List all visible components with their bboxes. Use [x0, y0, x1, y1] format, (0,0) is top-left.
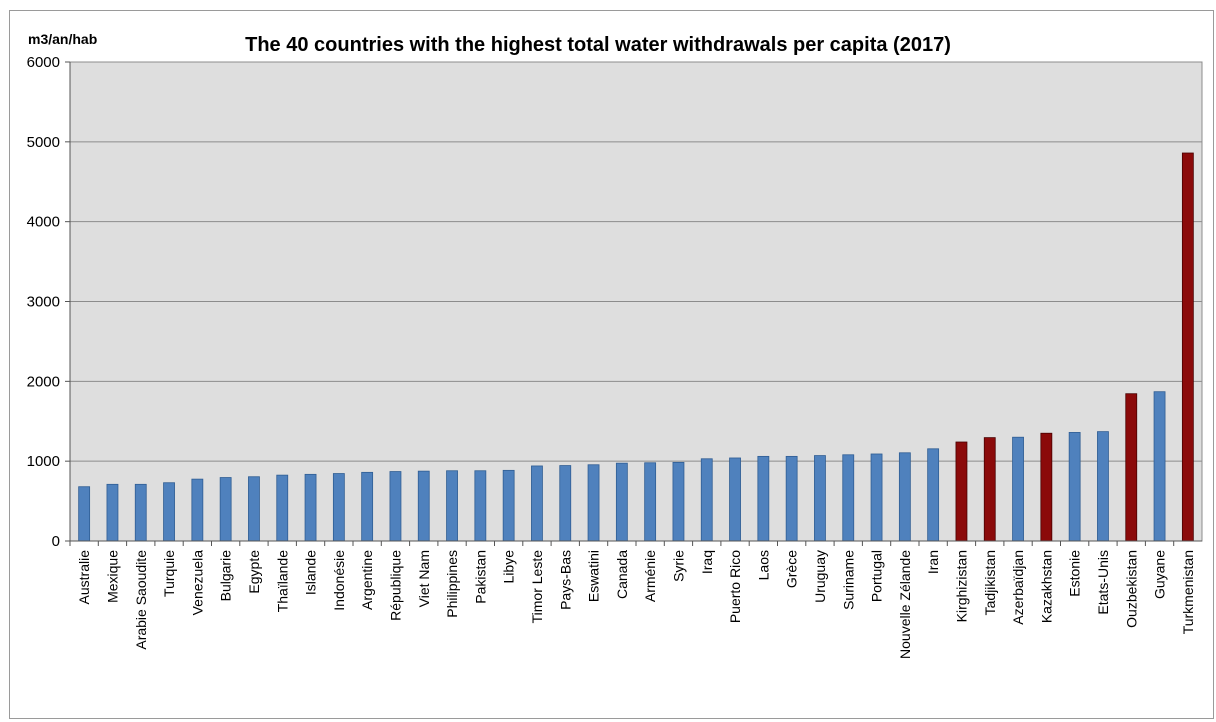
- bar: [417, 470, 430, 542]
- bar: [842, 454, 855, 542]
- bar-chart: m3/an/hab The 40 countries with the high…: [27, 31, 1203, 659]
- bar: [78, 486, 91, 542]
- bar: [163, 482, 175, 542]
- x-tick-label: Egypte: [246, 550, 262, 594]
- bar: [814, 455, 826, 542]
- bar: [927, 448, 940, 542]
- x-tick-label: Kazakhstan: [1038, 550, 1054, 623]
- y-tick-label: 1000: [27, 453, 60, 470]
- bar: [672, 461, 685, 542]
- y-axis-unit-label: m3/an/hab: [28, 31, 97, 47]
- x-tick-label: Nouvelle Zélande: [897, 550, 913, 659]
- x-tick-label: Pakistan: [472, 550, 488, 604]
- x-tick-label: Timor Leste: [529, 550, 545, 624]
- x-tick-label: Azerbaïdjan: [1010, 550, 1026, 625]
- bar: [615, 462, 628, 542]
- x-tick-label: Guyane: [1152, 550, 1168, 599]
- x-tick-label: Iran: [925, 550, 941, 574]
- x-tick-label: Thaïlande: [274, 550, 290, 612]
- bar: [1097, 431, 1109, 542]
- x-tick-label: Kirghizistan: [953, 550, 969, 622]
- bar: [191, 478, 204, 542]
- x-tick-label: Puerto Rico: [727, 550, 743, 623]
- x-tick-label: Arménie: [642, 550, 658, 602]
- x-tick-label: Turkmenistan: [1180, 550, 1196, 634]
- x-tick-label: Syrie: [670, 550, 686, 582]
- y-axis-ticks: 0 1000 2000 3000 4000 5000 6000: [27, 54, 70, 550]
- bar: [955, 441, 968, 542]
- x-tick-label: Turquie: [161, 550, 177, 597]
- x-tick-label: Libye: [501, 550, 517, 584]
- bar: [304, 473, 317, 542]
- bar: [1040, 432, 1053, 542]
- x-tick-label: Mexique: [104, 550, 120, 603]
- x-tick-label: Uruguay: [812, 550, 828, 603]
- bar: [219, 477, 232, 542]
- x-tick-label: Tadjikistan: [982, 550, 998, 615]
- bar: [474, 470, 487, 542]
- x-axis-ticks: Australie Mexique Arabie Saoudite Turquie Ve…: [69, 541, 1196, 659]
- bar: [1181, 152, 1194, 542]
- bar: [1125, 393, 1138, 542]
- bar: [1012, 436, 1024, 542]
- bar: [729, 457, 741, 542]
- x-tick-label: Viet Nam: [416, 550, 432, 607]
- bar: [502, 469, 515, 542]
- bar: [361, 471, 374, 542]
- x-tick-label: Indonésie: [331, 550, 347, 611]
- x-tick-label: Eswatini: [586, 550, 602, 602]
- bar: [1153, 391, 1166, 542]
- bar: [1068, 432, 1081, 542]
- x-tick-label: Islande: [303, 550, 319, 595]
- bar: [898, 452, 911, 542]
- bar: [870, 453, 883, 542]
- bar: [757, 455, 770, 542]
- x-tick-label: Argentine: [359, 550, 375, 610]
- bar: [446, 470, 458, 542]
- x-tick-label: Canada: [614, 550, 630, 599]
- bar: [248, 476, 260, 542]
- x-tick-label: Arabie Saoudite: [133, 550, 149, 650]
- y-tick-label: 0: [52, 533, 60, 550]
- y-tick-label: 6000: [27, 54, 60, 71]
- x-tick-label: Ouzbekistan: [1123, 550, 1139, 628]
- bar: [106, 483, 119, 542]
- bar: [134, 483, 147, 542]
- x-tick-label: Portugal: [869, 550, 885, 602]
- x-tick-label: Iraq: [699, 550, 715, 574]
- y-tick-label: 4000: [27, 214, 60, 231]
- y-tick-label: 3000: [27, 294, 60, 311]
- x-tick-label: Philippines: [444, 550, 460, 618]
- x-tick-label: Venezuela: [189, 550, 205, 616]
- bars: [78, 152, 1194, 542]
- chart-title: The 40 countries with the highest total …: [245, 34, 951, 56]
- bar: [587, 464, 600, 542]
- x-tick-label: République: [387, 550, 403, 621]
- bar: [276, 474, 289, 542]
- x-tick-label: Laos: [755, 550, 771, 580]
- x-tick-label: Bulgarie: [218, 550, 234, 602]
- bar: [644, 462, 657, 542]
- x-tick-label: Suriname: [840, 550, 856, 610]
- bar: [389, 471, 402, 542]
- bar: [785, 455, 798, 542]
- x-tick-label: Australie: [76, 550, 92, 605]
- x-tick-label: Etats-Unis: [1095, 550, 1111, 615]
- x-tick-label: Grèce: [784, 550, 800, 588]
- bar: [559, 465, 572, 542]
- x-tick-label: Estonie: [1067, 550, 1083, 597]
- bar: [531, 465, 543, 542]
- bar: [983, 437, 996, 542]
- bar: [700, 458, 713, 542]
- y-tick-label: 2000: [27, 373, 60, 390]
- chart-frame: m3/an/hab The 40 countries with the high…: [9, 10, 1214, 719]
- bar: [332, 473, 345, 542]
- x-tick-label: Pays-Bas: [557, 550, 573, 610]
- y-tick-label: 5000: [27, 134, 60, 151]
